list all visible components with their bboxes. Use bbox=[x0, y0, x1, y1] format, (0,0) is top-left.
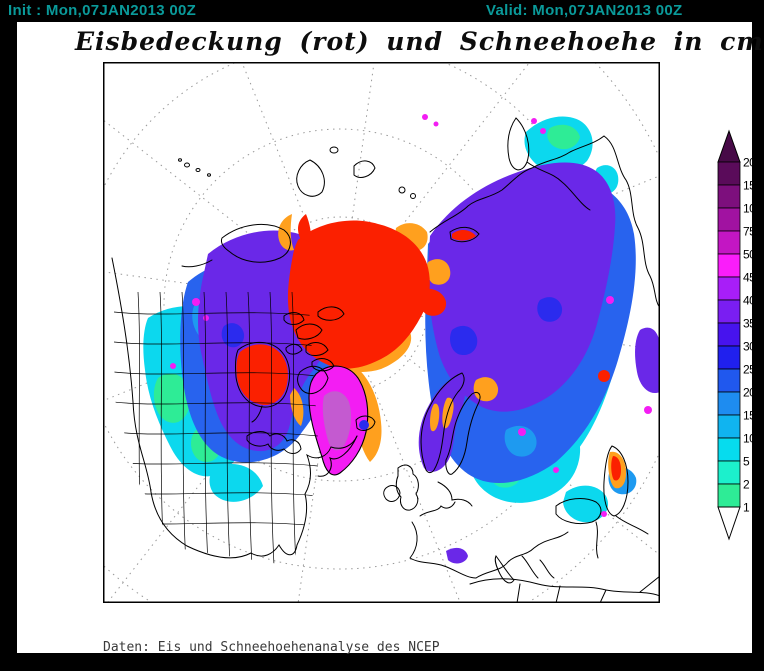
colorbar-segment bbox=[717, 414, 741, 439]
colorbar-bottom-arrow bbox=[717, 506, 741, 541]
colorbar-label: 10 bbox=[743, 432, 752, 446]
colorbar-label: 75 bbox=[743, 225, 752, 239]
init-timestamp: Init : Mon,07JAN2013 00Z bbox=[8, 2, 197, 19]
iceland-coast bbox=[355, 415, 376, 431]
colorbar-label: 200 bbox=[743, 156, 752, 170]
colorbar-top-arrow bbox=[717, 129, 741, 163]
colorbar-label: 50 bbox=[743, 248, 752, 262]
colorbar-segment bbox=[717, 161, 741, 186]
us-state-borders bbox=[113, 292, 319, 566]
frame-left-border bbox=[0, 22, 17, 671]
colorbar-segment bbox=[717, 437, 741, 462]
map-frame bbox=[103, 62, 660, 603]
colorbar-label: 20 bbox=[743, 386, 752, 400]
colorbar-label: 15 bbox=[743, 409, 752, 423]
colorbar-segment bbox=[717, 230, 741, 255]
colorbar-segment bbox=[717, 253, 741, 278]
colorbar-segment bbox=[717, 207, 741, 232]
greenland-snow bbox=[308, 365, 369, 476]
colorbar-segment bbox=[717, 460, 741, 485]
colorbar-segment bbox=[717, 184, 741, 209]
colorbar-label: 45 bbox=[743, 271, 752, 285]
map-svg bbox=[103, 62, 660, 603]
colorbar-segment bbox=[717, 368, 741, 393]
colorbar-segment bbox=[717, 345, 741, 370]
colorbar-label: 25 bbox=[743, 363, 752, 377]
colorbar-segment bbox=[717, 322, 741, 347]
colorbar-label: 30 bbox=[743, 340, 752, 354]
map-title: Eisbedeckung (rot) und Schneehoehe in cm bbox=[75, 27, 764, 56]
colorbar-label: 2 bbox=[743, 478, 750, 492]
colorbar-label: 1 bbox=[743, 501, 750, 515]
frame-bottom-border bbox=[0, 653, 764, 671]
header-bar bbox=[0, 0, 764, 22]
colorbar-segment bbox=[717, 483, 741, 508]
map-area bbox=[103, 62, 660, 603]
data-source-line: Daten: Eis und Schneehoehenanalyse des N… bbox=[103, 640, 440, 655]
iceland-snow bbox=[359, 420, 369, 430]
colorbar-label: 150 bbox=[743, 179, 752, 193]
frame-right-border bbox=[752, 22, 764, 671]
colorbar-label: 5 bbox=[743, 455, 750, 469]
colorbar-label: 100 bbox=[743, 202, 752, 216]
colorbar-segment bbox=[717, 391, 741, 416]
colorbar-label: 40 bbox=[743, 294, 752, 308]
colorbar-segment bbox=[717, 299, 741, 324]
colorbar-svg: 200 150 100 75 50 45 40 35 30 25 20 15 10 5 2 1 bbox=[717, 129, 752, 541]
colorbar-label: 35 bbox=[743, 317, 752, 331]
colorbar-segment bbox=[717, 276, 741, 301]
colorbar: 200 150 100 75 50 45 40 35 30 25 20 15 10 5 2 1 bbox=[712, 125, 752, 547]
attribution: Daten: Eis und Schneehoehenanalyse des N… bbox=[103, 605, 440, 671]
valid-timestamp: Valid: Mon,07JAN2013 00Z bbox=[486, 2, 683, 19]
coastlines bbox=[111, 117, 660, 603]
